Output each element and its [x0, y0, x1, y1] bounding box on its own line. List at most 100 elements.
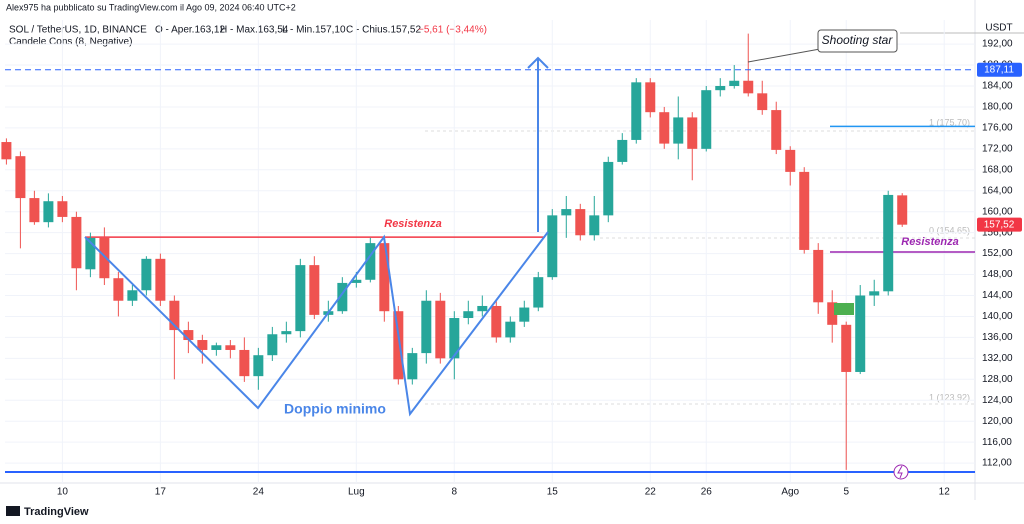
- y-tick-label: 168,00: [982, 164, 1013, 175]
- candle-body: [169, 300, 180, 331]
- candle-body: [477, 305, 488, 312]
- candle-body: [659, 112, 670, 144]
- candle-body: [435, 300, 446, 359]
- candle-body: [547, 215, 558, 278]
- candle-body: [799, 171, 810, 250]
- candle-body: [365, 243, 376, 280]
- ohlc-low: L - Min.157,10: [282, 25, 346, 36]
- price-tag-label: 157,52: [984, 219, 1015, 230]
- candle-body: [29, 198, 40, 223]
- candle-body: [491, 305, 502, 338]
- callout-text: Shooting star: [822, 33, 894, 47]
- y-tick-label: 176,00: [982, 123, 1013, 134]
- footer: TradingView: [24, 506, 89, 518]
- candle-body: [855, 295, 866, 372]
- candle-body: [281, 331, 292, 335]
- fib-label: 1 (175.70): [929, 117, 970, 127]
- x-tick-label: 5: [843, 487, 849, 498]
- callout-box: [817, 29, 898, 53]
- symbol: SOL / TetherUS, 1D, BINANCE: [9, 25, 147, 36]
- candle-body: [687, 117, 698, 149]
- signal-marker: [834, 303, 854, 315]
- fib-label: 0 (154.65): [929, 225, 970, 235]
- candle-body: [771, 110, 782, 150]
- candle-body: [239, 349, 250, 377]
- y-tick-label: 180,00: [982, 102, 1013, 113]
- candle-body: [71, 216, 82, 269]
- candle-body: [897, 195, 908, 225]
- currency: USDT: [985, 23, 1012, 34]
- y-tick-label: 156,00: [982, 227, 1013, 238]
- event-icon-bolt: [897, 465, 903, 479]
- y-tick-label: 116,00: [982, 437, 1012, 448]
- candle-body: [1, 142, 12, 160]
- ohlc-high: H - Max.163,54: [220, 25, 289, 36]
- candle-body: [785, 149, 796, 172]
- candle-body: [673, 117, 684, 144]
- ohlc-close: C - Chius.157,52: [346, 25, 421, 36]
- candle-body: [603, 161, 614, 216]
- candle-body: [211, 345, 222, 350]
- price-tag: [977, 217, 1022, 232]
- candle-body: [15, 156, 26, 199]
- fib-label: 1 (123.92): [929, 392, 970, 402]
- x-tick-label: 15: [547, 487, 559, 498]
- candle-body: [617, 139, 628, 162]
- level-label: Resistenza: [901, 236, 958, 248]
- y-tick-label: 172,00: [982, 143, 1013, 154]
- candle-body: [379, 243, 390, 312]
- candle-body: [575, 209, 586, 236]
- candle-body: [813, 249, 824, 303]
- candle-body: [561, 209, 572, 216]
- candle-body: [295, 265, 306, 332]
- y-tick-label: 132,00: [982, 353, 1013, 364]
- candle-body: [407, 353, 418, 380]
- candle-body: [113, 278, 124, 301]
- candle-body: [421, 300, 432, 354]
- candle-body: [99, 237, 110, 279]
- y-tick-label: 136,00: [982, 332, 1013, 343]
- x-tick-label: 17: [155, 487, 167, 498]
- candle-body: [155, 258, 166, 301]
- candle-body: [253, 355, 264, 377]
- x-tick-label: 22: [645, 487, 657, 498]
- candle-body: [715, 85, 726, 91]
- price-tag-label: 187,11: [984, 64, 1014, 75]
- candle-body: [743, 80, 754, 94]
- x-tick-label: 8: [452, 487, 458, 498]
- y-tick-label: 128,00: [982, 374, 1013, 385]
- y-tick-label: 152,00: [982, 248, 1013, 259]
- candle-body: [589, 215, 600, 236]
- candle-body: [141, 258, 152, 291]
- x-tick-label: 24: [253, 487, 265, 498]
- x-tick-label: Lug: [348, 487, 365, 498]
- candle-body: [449, 318, 460, 359]
- y-tick-label: 192,00: [982, 39, 1013, 50]
- indicator: Candele Cons (8, Negative): [9, 37, 132, 48]
- candle-body: [757, 93, 768, 111]
- candle-body: [869, 291, 880, 296]
- y-tick-label: 144,00: [982, 290, 1013, 301]
- candle-body: [337, 282, 348, 312]
- candle-body: [183, 330, 194, 341]
- candle-body: [841, 324, 852, 372]
- y-tick-label: 160,00: [982, 206, 1013, 217]
- candle-body: [463, 311, 474, 319]
- candle-body: [393, 311, 404, 380]
- double-bottom-pattern: [84, 231, 549, 417]
- candle-body: [519, 307, 530, 322]
- y-tick-label: 120,00: [982, 416, 1013, 427]
- candle-body: [197, 340, 208, 350]
- change: −5,61 (−3,44%): [418, 25, 487, 36]
- publisher: Alex975 ha pubblicato su TradingView.com…: [6, 2, 296, 12]
- price-tag: [977, 62, 1022, 77]
- candle-body: [533, 277, 544, 308]
- y-tick-label: 184,00: [982, 81, 1013, 92]
- ohlc-open: O - Aper.163,12: [155, 25, 225, 36]
- y-tick-label: 164,00: [982, 185, 1013, 196]
- y-tick-label: 148,00: [982, 269, 1013, 280]
- event-icon: [893, 464, 909, 480]
- candle-body: [57, 201, 68, 217]
